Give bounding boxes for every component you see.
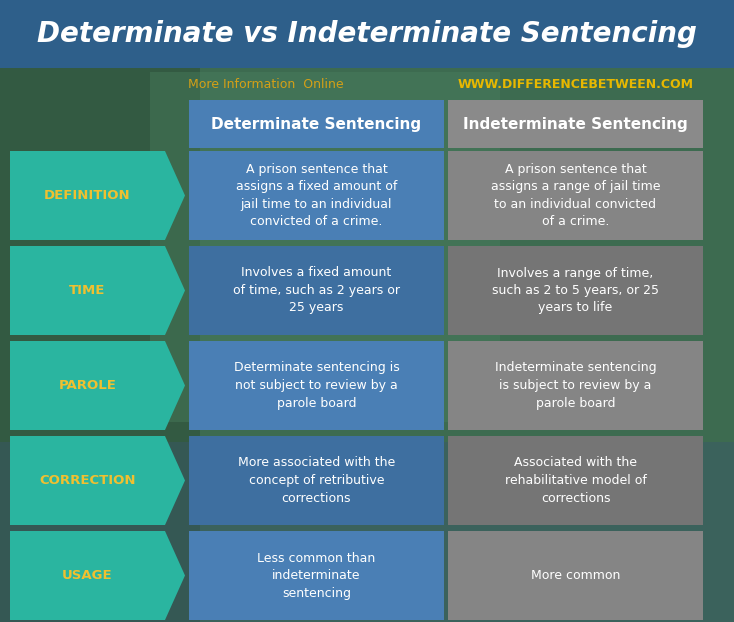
FancyBboxPatch shape bbox=[189, 151, 444, 240]
Polygon shape bbox=[10, 531, 185, 620]
FancyBboxPatch shape bbox=[448, 246, 703, 335]
FancyBboxPatch shape bbox=[448, 151, 703, 240]
Polygon shape bbox=[10, 151, 185, 240]
FancyBboxPatch shape bbox=[189, 341, 444, 430]
Text: Indeterminate sentencing
is subject to review by a
parole board: Indeterminate sentencing is subject to r… bbox=[495, 361, 656, 409]
Text: USAGE: USAGE bbox=[62, 569, 113, 582]
Text: CORRECTION: CORRECTION bbox=[39, 474, 136, 487]
Polygon shape bbox=[10, 341, 185, 430]
Text: Involves a range of time,
such as 2 to 5 years, or 25
years to life: Involves a range of time, such as 2 to 5… bbox=[492, 266, 659, 315]
FancyBboxPatch shape bbox=[189, 100, 444, 148]
FancyBboxPatch shape bbox=[0, 0, 200, 622]
Polygon shape bbox=[10, 246, 185, 335]
FancyBboxPatch shape bbox=[448, 100, 703, 148]
Text: TIME: TIME bbox=[69, 284, 106, 297]
Text: More Information  Online: More Information Online bbox=[188, 78, 344, 90]
Text: A prison sentence that
assigns a range of jail time
to an individual convicted
o: A prison sentence that assigns a range o… bbox=[491, 163, 661, 228]
FancyBboxPatch shape bbox=[0, 442, 734, 622]
Text: Involves a fixed amount
of time, such as 2 years or
25 years: Involves a fixed amount of time, such as… bbox=[233, 266, 400, 315]
Text: More common: More common bbox=[531, 569, 620, 582]
Text: Less common than
indeterminate
sentencing: Less common than indeterminate sentencin… bbox=[258, 552, 376, 600]
Text: Indeterminate Sentencing: Indeterminate Sentencing bbox=[463, 116, 688, 131]
FancyBboxPatch shape bbox=[189, 246, 444, 335]
FancyBboxPatch shape bbox=[150, 72, 500, 422]
Text: PAROLE: PAROLE bbox=[59, 379, 117, 392]
FancyBboxPatch shape bbox=[448, 531, 703, 620]
Text: More associated with the
concept of retributive
corrections: More associated with the concept of retr… bbox=[238, 457, 395, 504]
Text: DEFINITION: DEFINITION bbox=[44, 189, 131, 202]
Text: Determinate vs Indeterminate Sentencing: Determinate vs Indeterminate Sentencing bbox=[37, 20, 697, 48]
Polygon shape bbox=[10, 436, 185, 525]
FancyBboxPatch shape bbox=[189, 531, 444, 620]
Text: A prison sentence that
assigns a fixed amount of
jail time to an individual
conv: A prison sentence that assigns a fixed a… bbox=[236, 163, 397, 228]
Text: Associated with the
rehabilitative model of
corrections: Associated with the rehabilitative model… bbox=[504, 457, 647, 504]
FancyBboxPatch shape bbox=[0, 0, 734, 68]
Text: Determinate Sentencing: Determinate Sentencing bbox=[211, 116, 421, 131]
Text: Determinate sentencing is
not subject to review by a
parole board: Determinate sentencing is not subject to… bbox=[233, 361, 399, 409]
Text: WWW.DIFFERENCEBETWEEN.COM: WWW.DIFFERENCEBETWEEN.COM bbox=[457, 78, 694, 90]
FancyBboxPatch shape bbox=[448, 341, 703, 430]
FancyBboxPatch shape bbox=[448, 436, 703, 525]
FancyBboxPatch shape bbox=[189, 436, 444, 525]
